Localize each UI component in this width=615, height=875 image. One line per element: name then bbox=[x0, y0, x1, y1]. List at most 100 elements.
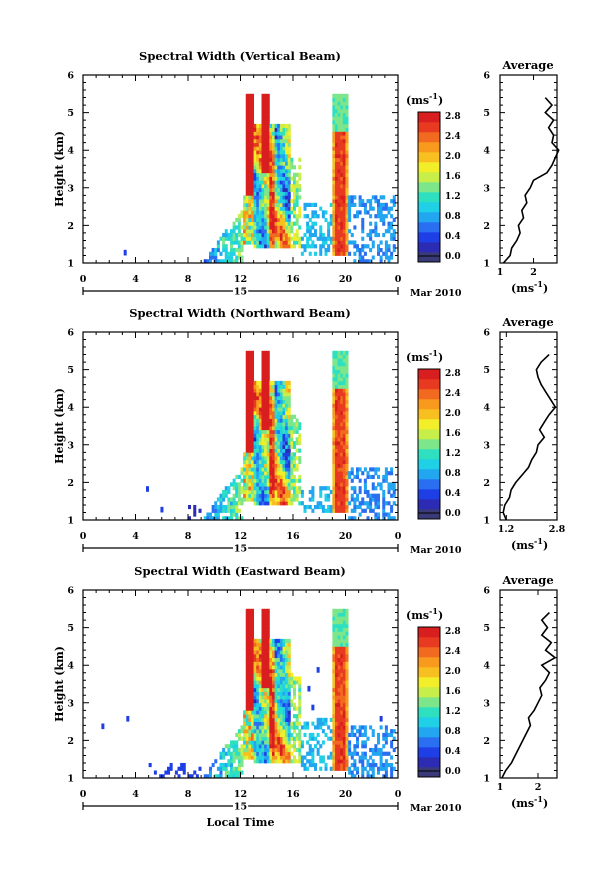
heatmap-cell bbox=[261, 665, 265, 670]
heatmap-cell bbox=[203, 516, 207, 521]
heatmap-cell bbox=[287, 123, 291, 129]
heatmap-cell bbox=[345, 680, 349, 685]
heatmap-cell bbox=[293, 202, 297, 207]
heatmap-cell bbox=[335, 721, 339, 726]
heatmap-cell bbox=[332, 373, 336, 378]
heatmap-cell bbox=[345, 232, 349, 238]
heatmap-cell bbox=[361, 247, 365, 253]
heatmap-cell bbox=[298, 448, 302, 453]
heatmap-cell bbox=[342, 448, 346, 453]
heatmap-cell bbox=[379, 766, 383, 771]
heatmap-cell bbox=[279, 157, 283, 162]
heatmap-cell bbox=[258, 426, 262, 431]
heatmap-cell bbox=[277, 410, 281, 416]
heatmap-cell bbox=[335, 395, 339, 401]
heatmap-cell bbox=[392, 736, 396, 741]
heatmap-cell bbox=[356, 770, 360, 775]
heatmap-cell bbox=[243, 710, 247, 715]
heatmap-cell bbox=[337, 407, 341, 412]
heatmap-cell bbox=[261, 350, 265, 355]
colorbar-swatch bbox=[418, 122, 440, 133]
heatmap-cell bbox=[340, 429, 344, 434]
x-tick-label-4: 4 bbox=[132, 789, 139, 800]
heatmap-cell bbox=[335, 714, 339, 719]
heatmap-cell bbox=[248, 717, 252, 722]
heatmap-cell bbox=[261, 373, 265, 378]
heatmap-cell bbox=[261, 153, 265, 159]
heatmap-cell bbox=[277, 127, 281, 132]
heatmap-cell bbox=[282, 699, 286, 704]
heatmap-cell bbox=[274, 736, 278, 741]
heatmap-cell bbox=[279, 691, 283, 696]
heatmap-cell bbox=[277, 668, 281, 674]
heatmap-cell bbox=[335, 199, 339, 204]
heatmap-cell bbox=[342, 429, 346, 434]
heatmap-cell bbox=[227, 486, 231, 491]
heatmap-cell bbox=[358, 478, 362, 483]
heatmap-cell bbox=[248, 612, 252, 617]
heatmap-cell bbox=[232, 508, 236, 513]
heatmap-cell bbox=[340, 369, 344, 374]
heatmap-cell bbox=[256, 388, 260, 393]
heatmap-cell bbox=[235, 501, 239, 506]
heatmap-cell bbox=[251, 612, 255, 617]
heatmap-cell bbox=[279, 650, 283, 655]
heatmap-cell bbox=[287, 721, 291, 726]
heatmap-cell bbox=[266, 493, 270, 498]
heatmap-cell bbox=[253, 699, 257, 704]
heatmap-cell bbox=[261, 172, 265, 177]
heatmap-cell bbox=[251, 165, 255, 170]
y-axis-label: Height (km) bbox=[53, 646, 66, 722]
heatmap-cell bbox=[253, 452, 257, 457]
heatmap-cell bbox=[295, 676, 299, 681]
heatmap-cell bbox=[209, 770, 213, 775]
heatmap-cell bbox=[251, 441, 255, 446]
heatmap-cell bbox=[345, 732, 349, 738]
heatmap-cell bbox=[269, 665, 273, 670]
heatmap-cell bbox=[272, 747, 276, 753]
heatmap-cell bbox=[277, 680, 281, 685]
heatmap-cell bbox=[363, 501, 367, 506]
heatmap-cell bbox=[337, 759, 341, 764]
heatmap-cell bbox=[256, 657, 260, 662]
heatmap-cell bbox=[261, 744, 265, 749]
heatmap-cell bbox=[277, 732, 281, 738]
heatmap-cell bbox=[340, 623, 344, 628]
heatmap-cell bbox=[251, 699, 255, 704]
heatmap-cell bbox=[345, 608, 349, 613]
heatmap-cell bbox=[366, 762, 370, 768]
heatmap-cell bbox=[261, 392, 265, 397]
colorbar-swatch bbox=[418, 627, 440, 638]
heatmap-cell bbox=[337, 358, 341, 363]
heatmap-cell bbox=[290, 486, 294, 491]
heatmap-cell bbox=[335, 740, 339, 745]
heatmap-cell bbox=[345, 354, 349, 359]
heatmap-cell bbox=[277, 240, 281, 245]
heatmap-cell bbox=[332, 687, 336, 692]
heatmap-cell bbox=[227, 504, 231, 510]
heatmap-cell bbox=[214, 508, 218, 513]
heatmap-cell bbox=[272, 672, 276, 677]
heatmap-cell bbox=[258, 410, 262, 416]
heatmap-cell bbox=[272, 206, 276, 211]
heatmap-cell bbox=[327, 225, 331, 230]
heatmap-cell bbox=[264, 399, 268, 404]
heatmap-cell bbox=[251, 399, 255, 404]
heatmap-cell bbox=[274, 236, 278, 241]
heatmap-cell bbox=[277, 444, 281, 449]
heatmap-cell bbox=[332, 153, 336, 159]
heatmap-cell bbox=[240, 236, 244, 241]
heatmap-cell bbox=[295, 232, 299, 238]
heatmap-cell bbox=[285, 422, 289, 427]
heatmap-cell bbox=[251, 672, 255, 677]
heatmap-cell bbox=[256, 665, 260, 670]
heatmap-cell bbox=[277, 229, 281, 234]
heatmap-cell bbox=[316, 717, 320, 722]
heatmap-cell bbox=[279, 657, 283, 662]
heatmap-cell bbox=[345, 710, 349, 715]
heatmap-cell bbox=[290, 721, 294, 726]
heatmap-cell bbox=[237, 736, 241, 741]
heatmap-cell bbox=[277, 441, 281, 446]
heatmap-cell bbox=[306, 229, 310, 234]
heatmap-cell bbox=[387, 221, 391, 226]
